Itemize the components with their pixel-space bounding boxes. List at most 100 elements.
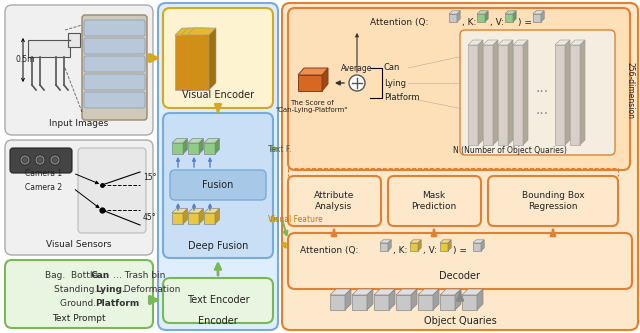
Text: Camera 2: Camera 2 (25, 183, 62, 192)
Polygon shape (204, 143, 215, 154)
Circle shape (20, 155, 30, 165)
Polygon shape (188, 139, 204, 143)
FancyBboxPatch shape (460, 30, 615, 155)
Polygon shape (485, 11, 488, 22)
Polygon shape (380, 243, 388, 251)
Polygon shape (188, 143, 199, 154)
Polygon shape (396, 289, 417, 295)
Text: Text Encoder: Text Encoder (187, 295, 250, 305)
Polygon shape (565, 40, 570, 145)
Polygon shape (473, 243, 481, 251)
Polygon shape (448, 240, 451, 251)
Polygon shape (449, 14, 457, 22)
FancyBboxPatch shape (5, 140, 153, 255)
Polygon shape (330, 289, 351, 295)
Polygon shape (172, 139, 188, 143)
Polygon shape (462, 295, 477, 310)
Polygon shape (204, 213, 215, 224)
Polygon shape (481, 240, 484, 251)
Polygon shape (388, 240, 391, 251)
Text: 45°: 45° (143, 213, 157, 222)
Text: N (Number of Object Quaries): N (Number of Object Quaries) (453, 146, 567, 155)
Text: Attribute
Analysis: Attribute Analysis (314, 191, 354, 211)
Polygon shape (513, 11, 516, 22)
Polygon shape (468, 45, 478, 145)
Text: Bag.  Bottle…: Bag. Bottle… (45, 270, 113, 279)
Circle shape (349, 75, 365, 91)
Polygon shape (298, 68, 328, 75)
Text: Visual Sensors: Visual Sensors (46, 240, 112, 249)
Polygon shape (172, 208, 188, 213)
Text: The Score of
"Can-Lying-Platform": The Score of "Can-Lying-Platform" (276, 100, 348, 113)
Polygon shape (440, 243, 448, 251)
Text: Visual Encoder: Visual Encoder (182, 90, 254, 100)
Polygon shape (298, 75, 322, 91)
Polygon shape (322, 68, 328, 91)
Polygon shape (183, 139, 188, 154)
FancyBboxPatch shape (84, 20, 145, 36)
FancyBboxPatch shape (282, 3, 638, 330)
FancyBboxPatch shape (84, 92, 145, 108)
Polygon shape (440, 240, 451, 243)
Polygon shape (505, 11, 516, 14)
Polygon shape (449, 11, 460, 14)
Polygon shape (555, 45, 565, 145)
Text: Object Quaries: Object Quaries (424, 316, 497, 326)
Text: Encoder: Encoder (198, 316, 238, 326)
Text: Deep Fusion: Deep Fusion (188, 241, 248, 251)
Polygon shape (204, 139, 220, 143)
Text: ) =: ) = (518, 18, 532, 27)
Polygon shape (440, 295, 455, 310)
Polygon shape (513, 45, 523, 145)
Text: Visual Feature: Visual Feature (268, 214, 323, 223)
Text: Platform: Platform (384, 94, 419, 103)
Text: Can: Can (90, 270, 109, 279)
Polygon shape (477, 11, 488, 14)
Text: Deformation: Deformation (118, 284, 180, 293)
Text: ...: ... (536, 81, 548, 95)
Polygon shape (187, 28, 216, 35)
Polygon shape (478, 40, 483, 145)
Polygon shape (505, 14, 513, 22)
Text: Bounding Box
Regression: Bounding Box Regression (522, 191, 584, 211)
Polygon shape (498, 45, 508, 145)
Text: Fusion: Fusion (202, 180, 234, 190)
FancyBboxPatch shape (288, 176, 381, 226)
Text: Attention (Q:: Attention (Q: (300, 245, 358, 254)
Polygon shape (197, 28, 204, 90)
Polygon shape (188, 213, 199, 224)
Polygon shape (203, 28, 210, 90)
Text: Decoder: Decoder (440, 271, 481, 281)
Polygon shape (410, 243, 418, 251)
FancyBboxPatch shape (288, 233, 632, 289)
Circle shape (37, 157, 43, 163)
Text: Mask
Prediction: Mask Prediction (412, 191, 456, 211)
FancyBboxPatch shape (84, 74, 145, 90)
Polygon shape (533, 11, 544, 14)
Text: Ground.: Ground. (60, 298, 102, 307)
Text: Input Images: Input Images (49, 119, 109, 128)
Polygon shape (199, 139, 204, 154)
Polygon shape (68, 33, 80, 47)
Polygon shape (418, 295, 433, 310)
Polygon shape (455, 289, 461, 310)
Polygon shape (172, 213, 183, 224)
FancyBboxPatch shape (82, 15, 147, 120)
Polygon shape (477, 289, 483, 310)
Polygon shape (175, 35, 197, 90)
Polygon shape (541, 11, 544, 22)
FancyBboxPatch shape (78, 148, 146, 233)
FancyBboxPatch shape (158, 3, 278, 330)
Polygon shape (215, 139, 220, 154)
FancyBboxPatch shape (388, 176, 481, 226)
Text: … Trash bin: … Trash bin (113, 270, 165, 279)
Polygon shape (204, 208, 220, 213)
Text: , V:: , V: (423, 245, 437, 254)
Circle shape (52, 157, 58, 163)
Polygon shape (28, 40, 70, 57)
Polygon shape (483, 40, 498, 45)
Polygon shape (411, 289, 417, 310)
Text: 0.5m: 0.5m (15, 56, 35, 65)
Polygon shape (468, 40, 483, 45)
Polygon shape (555, 40, 570, 45)
